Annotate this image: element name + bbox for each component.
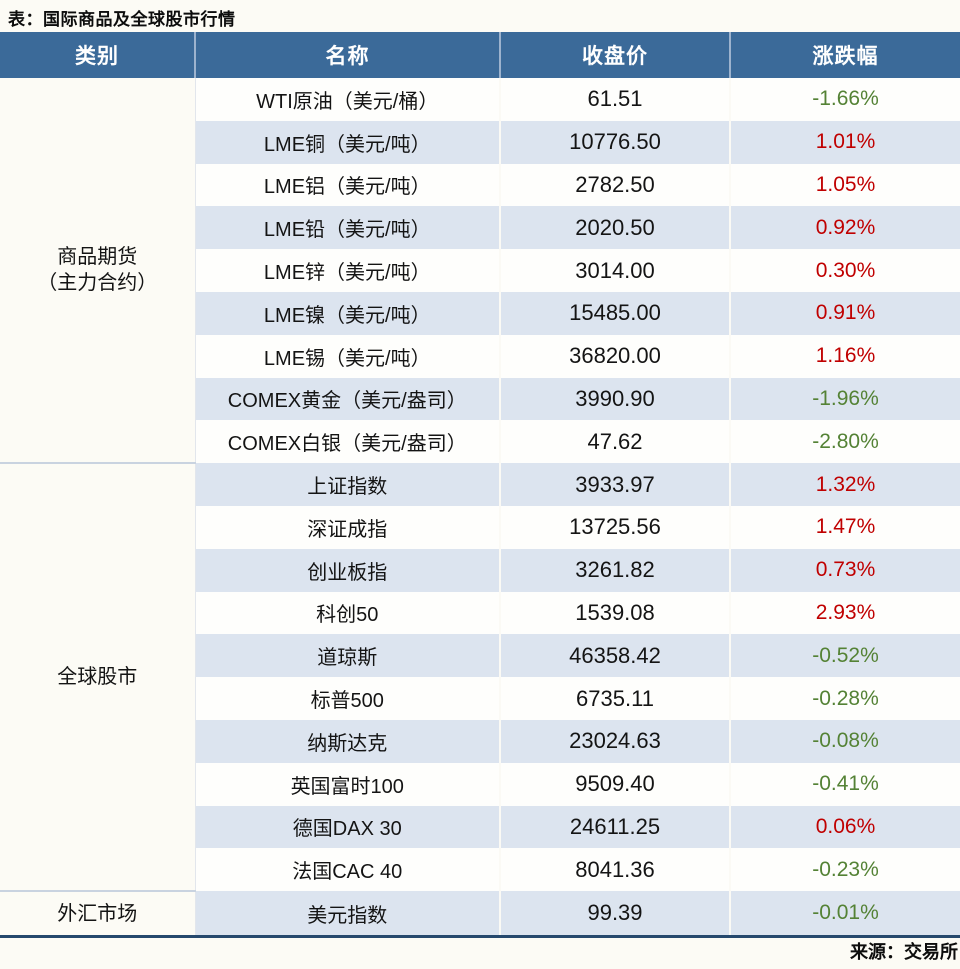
category-label: 外汇市场 xyxy=(57,902,138,925)
category-label: （主力合约） xyxy=(37,272,158,295)
header-row: 类别 名称 收盘价 涨跌幅 xyxy=(0,32,960,78)
table-row: 标普500 6735.11 -0.28% xyxy=(0,677,960,720)
table-body: 商品期货 （主力合约） WTI原油（美元/桶） 61.51 -1.66% LME铜（美元/… xyxy=(0,78,960,937)
instrument-name: LME镍（美元/吨） xyxy=(194,291,500,335)
instrument-name: LME铝（美元/吨） xyxy=(194,163,500,207)
col-header-category: 类别 xyxy=(0,32,195,78)
change-percent: 1.16% xyxy=(729,334,960,378)
instrument-name: 上证指数 xyxy=(194,463,500,506)
table-row: COMEX黄金（美元/盎司） 3990.90 -1.96% xyxy=(0,377,960,421)
close-price: 3261.82 xyxy=(499,548,730,592)
table-row: LME铝（美元/吨） 2782.50 1.05% xyxy=(0,163,960,207)
col-header-close: 收盘价 xyxy=(499,32,730,78)
instrument-name: 德国DAX 30 xyxy=(194,805,500,849)
instrument-name: COMEX黄金（美元/盎司） xyxy=(194,377,500,421)
table-row: COMEX白银（美元/盎司） 47.62 -2.80% xyxy=(0,420,960,464)
col-header-change: 涨跌幅 xyxy=(729,32,960,78)
col-header-name: 名称 xyxy=(194,32,500,78)
change-percent: -0.28% xyxy=(729,677,960,720)
table-row: LME铜（美元/吨） 10776.50 1.01% xyxy=(0,120,960,164)
change-percent: 0.91% xyxy=(729,291,960,335)
table-row: 外汇市场 美元指数 99.39 -0.01% xyxy=(0,890,960,937)
change-percent: 0.73% xyxy=(729,548,960,592)
change-percent: 0.92% xyxy=(729,206,960,250)
change-percent: 1.32% xyxy=(729,463,960,506)
close-price: 6735.11 xyxy=(499,677,730,720)
instrument-name: 道琼斯 xyxy=(194,634,500,678)
source-note: 来源：交易所 xyxy=(850,942,958,962)
change-percent: -0.23% xyxy=(729,848,960,892)
change-percent: -0.52% xyxy=(729,634,960,678)
instrument-name: 标普500 xyxy=(194,677,500,720)
close-price: 10776.50 xyxy=(499,120,730,164)
market-table: 类别 名称 收盘价 涨跌幅 商品期货 （主力合约） WTI原油（美元/桶） 61.51… xyxy=(0,32,960,938)
table-row: LME锌（美元/吨） 3014.00 0.30% xyxy=(0,249,960,292)
category-cell: 全球股市 xyxy=(0,462,195,892)
change-percent: 1.47% xyxy=(729,505,960,549)
category-label: 全球股市 xyxy=(57,666,138,689)
change-percent: 2.93% xyxy=(729,591,960,635)
change-percent: 0.06% xyxy=(729,805,960,849)
change-percent: -0.08% xyxy=(729,719,960,763)
instrument-name: 法国CAC 40 xyxy=(194,848,500,892)
table-row: 英国富时100 9509.40 -0.41% xyxy=(0,762,960,806)
instrument-name: 科创50 xyxy=(194,591,500,635)
change-percent: 1.05% xyxy=(729,163,960,207)
change-percent: -1.66% xyxy=(729,78,960,121)
instrument-name: LME锡（美元/吨） xyxy=(194,334,500,378)
close-price: 3990.90 xyxy=(499,377,730,421)
close-price: 1539.08 xyxy=(499,591,730,635)
close-price: 9509.40 xyxy=(499,762,730,806)
table-row: 法国CAC 40 8041.36 -0.23% xyxy=(0,848,960,892)
table-row: 德国DAX 30 24611.25 0.06% xyxy=(0,805,960,849)
table-row: LME铅（美元/吨） 2020.50 0.92% xyxy=(0,206,960,250)
table-row: LME镍（美元/吨） 15485.00 0.91% xyxy=(0,291,960,335)
table-row: 全球股市 上证指数 3933.97 1.32% xyxy=(0,462,960,892)
change-percent: -1.96% xyxy=(729,377,960,421)
table-row: LME锡（美元/吨） 36820.00 1.16% xyxy=(0,334,960,378)
instrument-name: 纳斯达克 xyxy=(194,719,500,763)
category-cell: 商品期货 （主力合约） xyxy=(0,78,195,464)
instrument-name: 美元指数 xyxy=(194,891,500,937)
instrument-name: 创业板指 xyxy=(194,548,500,592)
close-price: 24611.25 xyxy=(499,805,730,849)
close-price: 13725.56 xyxy=(499,505,730,549)
change-percent: -0.41% xyxy=(729,762,960,806)
instrument-name: 深证成指 xyxy=(194,505,500,549)
close-price: 3933.97 xyxy=(499,463,730,506)
table-row: 创业板指 3261.82 0.73% xyxy=(0,548,960,592)
close-price: 15485.00 xyxy=(499,291,730,335)
close-price: 2782.50 xyxy=(499,163,730,207)
close-price: 23024.63 xyxy=(499,719,730,763)
close-price: 99.39 xyxy=(499,891,730,937)
close-price: 47.62 xyxy=(499,420,730,464)
instrument-name: 英国富时100 xyxy=(194,762,500,806)
change-percent: 1.01% xyxy=(729,120,960,164)
instrument-name: WTI原油（美元/桶） xyxy=(194,78,500,121)
table-row: 纳斯达克 23024.63 -0.08% xyxy=(0,719,960,763)
change-percent: -2.80% xyxy=(729,420,960,464)
instrument-name: LME锌（美元/吨） xyxy=(194,249,500,292)
instrument-name: LME铜（美元/吨） xyxy=(194,120,500,164)
table-title: 表：国际商品及全球股市行情 xyxy=(8,10,236,29)
category-cell: 外汇市场 xyxy=(0,890,195,937)
table-row: 道琼斯 46358.42 -0.52% xyxy=(0,634,960,678)
table-row: 科创50 1539.08 2.93% xyxy=(0,591,960,635)
instrument-name: LME铅（美元/吨） xyxy=(194,206,500,250)
close-price: 46358.42 xyxy=(499,634,730,678)
close-price: 2020.50 xyxy=(499,206,730,250)
category-label: 商品期货 xyxy=(57,246,138,269)
change-percent: 0.30% xyxy=(729,249,960,292)
table-row: 商品期货 （主力合约） WTI原油（美元/桶） 61.51 -1.66% xyxy=(0,78,960,464)
close-price: 8041.36 xyxy=(499,848,730,892)
table-row: 深证成指 13725.56 1.47% xyxy=(0,505,960,549)
change-percent: -0.01% xyxy=(729,891,960,937)
close-price: 3014.00 xyxy=(499,249,730,292)
close-price: 36820.00 xyxy=(499,334,730,378)
close-price: 61.51 xyxy=(499,78,730,121)
instrument-name: COMEX白银（美元/盎司） xyxy=(194,420,500,464)
